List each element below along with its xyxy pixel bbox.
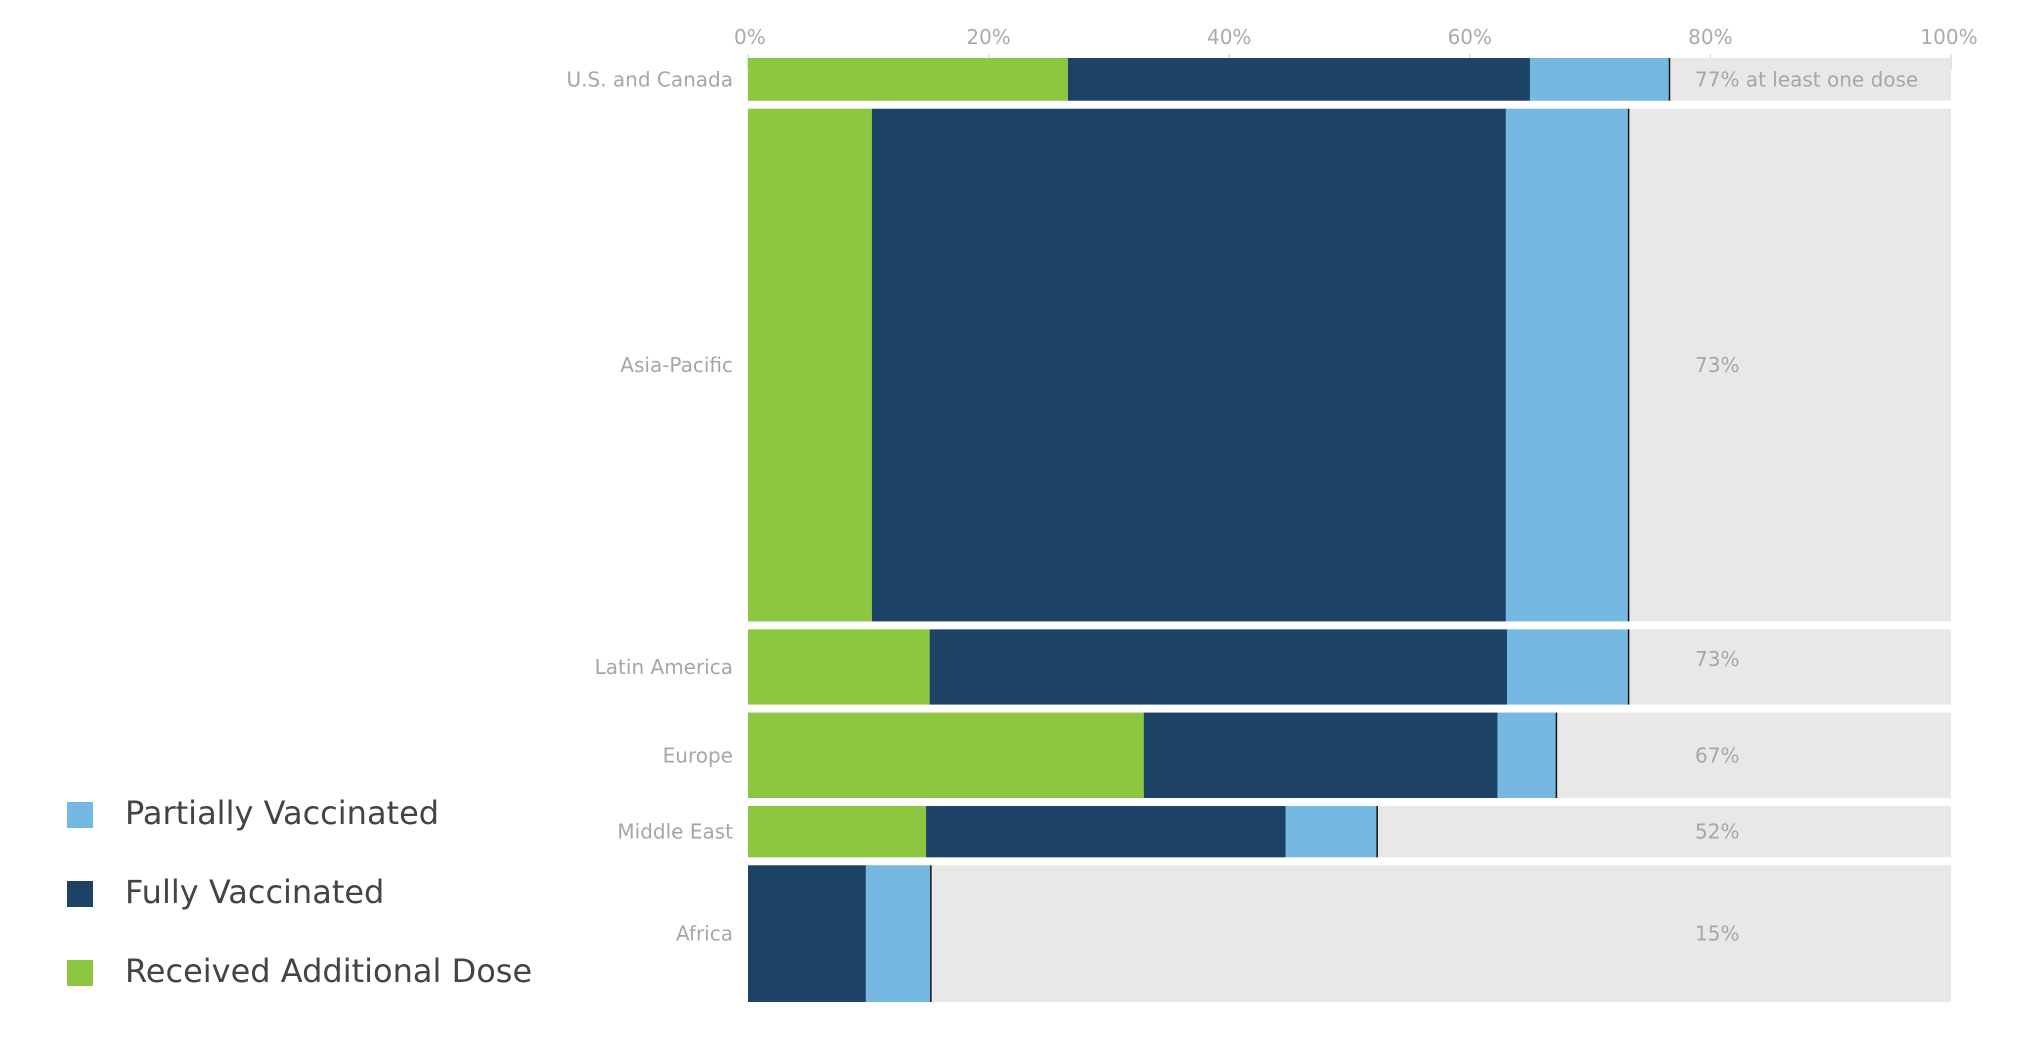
bar-segment-received-additional-dose-asia-pacific <box>748 108 872 622</box>
legend-label-received-additional-dose: Received Additional Dose <box>125 952 533 990</box>
legend-item-partially-vaccinated: Partially Vaccinated <box>67 794 587 832</box>
total-label-latin-america: 73% <box>1695 647 1739 671</box>
bar-segment-partially-vaccinated-u-s-and-canada <box>1529 58 1670 101</box>
legend-swatch-fully-vaccinated <box>67 881 93 907</box>
bars: U.S. and Canada 77% at least one dose Asia… <box>567 58 1951 1002</box>
x-tick-label-60: 60% <box>1448 25 1492 49</box>
total-label-u-s-and-canada: 77% at least one dose <box>1695 67 1918 91</box>
bar-segment-fully-vaccinated-latin-america <box>929 629 1508 705</box>
legend-item-received-additional-dose: Received Additional Dose <box>67 952 587 990</box>
x-axis: 0% 20% 40% 60% 80% 100% <box>734 25 1978 70</box>
total-label-asia-pacific: 73% <box>1695 353 1739 377</box>
total-label-africa: 15% <box>1695 922 1739 946</box>
bar-row-u-s-and-canada: U.S. and Canada 77% at least one dose <box>567 58 1951 101</box>
bar-row-asia-pacific: Asia-Pacific 73% <box>620 108 1951 622</box>
total-label-middle-east: 52% <box>1695 820 1739 844</box>
bar-segment-received-additional-dose-u-s-and-canada <box>748 58 1068 101</box>
bar-row-europe: Europe 67% <box>663 712 1951 799</box>
x-tick-label-40: 40% <box>1207 25 1251 49</box>
legend-item-fully-vaccinated: Fully Vaccinated <box>67 873 587 911</box>
bar-segment-received-additional-dose-middle-east <box>748 806 927 858</box>
bar-background-africa <box>748 865 1951 1002</box>
x-tick-label-20: 20% <box>966 25 1010 49</box>
category-label-europe: Europe <box>663 743 733 767</box>
category-label-asia-pacific: Asia-Pacific <box>620 353 733 377</box>
bar-row-latin-america: Latin America 73% <box>595 629 1951 705</box>
category-label-middle-east: Middle East <box>617 820 733 844</box>
bar-row-africa: Africa 15% <box>676 865 1951 1002</box>
bar-segment-fully-vaccinated-africa <box>748 865 866 1002</box>
bar-segment-received-additional-dose-europe <box>748 712 1144 799</box>
bar-segment-fully-vaccinated-middle-east <box>926 806 1286 858</box>
bar-segment-partially-vaccinated-europe <box>1497 712 1557 799</box>
legend: Partially Vaccinated Fully Vaccinated Re… <box>67 794 587 1037</box>
x-tick-label-80: 80% <box>1688 25 1732 49</box>
category-label-u-s-and-canada: U.S. and Canada <box>567 67 734 91</box>
legend-label-partially-vaccinated: Partially Vaccinated <box>125 794 440 832</box>
bar-segment-partially-vaccinated-africa <box>865 865 931 1002</box>
legend-label-fully-vaccinated: Fully Vaccinated <box>125 873 385 911</box>
bar-segment-partially-vaccinated-latin-america <box>1507 629 1629 705</box>
bar-segment-fully-vaccinated-asia-pacific <box>871 108 1506 622</box>
bar-segment-partially-vaccinated-asia-pacific <box>1505 108 1629 622</box>
legend-swatch-received-additional-dose <box>67 960 93 986</box>
total-label-europe: 67% <box>1695 743 1739 767</box>
category-label-africa: Africa <box>676 922 733 946</box>
category-label-latin-america: Latin America <box>595 655 733 679</box>
legend-swatch-partially-vaccinated <box>67 802 93 828</box>
bar-segment-fully-vaccinated-europe <box>1143 712 1498 799</box>
bar-segment-partially-vaccinated-middle-east <box>1285 806 1378 858</box>
bar-segment-received-additional-dose-latin-america <box>748 629 930 705</box>
bar-segment-fully-vaccinated-u-s-and-canada <box>1067 58 1530 101</box>
x-tick-label-0: 0% <box>734 25 766 49</box>
bar-row-middle-east: Middle East 52% <box>617 806 1951 858</box>
x-tick-label-100: 100% <box>1920 25 1977 49</box>
